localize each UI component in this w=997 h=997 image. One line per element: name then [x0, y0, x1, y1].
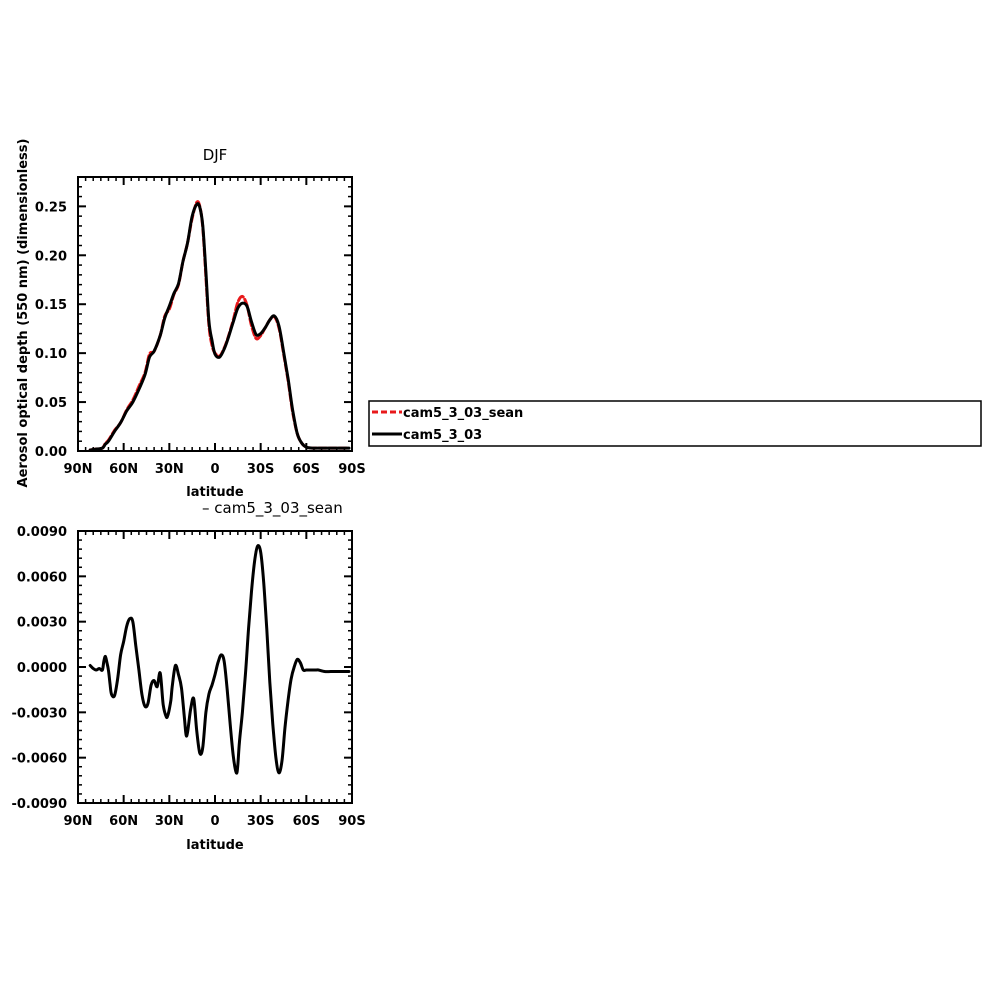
top-x-tick-label: 60S: [293, 462, 320, 477]
bottom-x-tick-label: 90S: [338, 814, 365, 829]
bottom-x-tick-label: 90N: [64, 814, 93, 829]
bottom-y-tick-label: -0.0030: [11, 706, 67, 721]
bottom-series-group: [88, 544, 351, 775]
top-y-tick-label: 0.15: [35, 298, 67, 313]
bottom-series-line-0: [88, 544, 351, 775]
top-y-tick-label: 0.20: [35, 249, 67, 264]
top-y-tick-label: 0.25: [35, 200, 67, 215]
top-x-tick-label: 30N: [155, 462, 184, 477]
top-x-tick-label: 90N: [64, 462, 93, 477]
top-axes: 90N 60N 30N 0 30S 60S 90S 0.00 0.05 0.10 0.15 0.20 0…: [35, 176, 366, 477]
top-series-group: [88, 200, 351, 452]
top-panel: DJF Aerosol optical depth (550 nm) (dime…: [16, 139, 366, 500]
top-panel-title: DJF: [203, 146, 228, 164]
top-x-tick-label: 0: [210, 462, 219, 477]
top-x-tick-label: 90S: [338, 462, 365, 477]
top-y-tick-label: 0.05: [35, 396, 67, 411]
bottom-x-tick-label: 30N: [155, 814, 184, 829]
bottom-y-tick-label: 0.0030: [17, 616, 67, 631]
top-panel-xlabel: latitude: [186, 485, 244, 500]
top-y-tick-label: 0.00: [35, 445, 67, 460]
bottom-x-tick-label: 0: [210, 814, 219, 829]
bottom-x-tick-label: 60S: [293, 814, 320, 829]
bottom-y-tick-label: 0.0090: [17, 525, 67, 540]
legend: cam5_3_03_sean cam5_3_03: [368, 400, 982, 447]
top-panel-ylabel: Aerosol optical depth (550 nm) (dimensio…: [16, 139, 31, 488]
bottom-y-tick-label: 0.0060: [17, 570, 67, 585]
bottom-plot-frame: [77, 530, 353, 804]
bottom-y-tick-label: -0.0090: [11, 797, 67, 812]
legend-frame: [368, 400, 982, 447]
top-plot-frame: [77, 176, 353, 452]
top-y-tick-label: 0.10: [35, 347, 67, 362]
bottom-y-tick-label: 0.0000: [17, 661, 67, 676]
bottom-y-tick-label: -0.0060: [11, 752, 67, 767]
bottom-x-tick-label: 30S: [247, 814, 274, 829]
top-x-tick-label: 60N: [109, 462, 138, 477]
bottom-panel-xlabel: latitude: [186, 838, 244, 853]
bottom-panel: – cam5_3_03_sean latitude 90N 60N 30N 0 30S 6…: [11, 499, 365, 853]
top-series-line-1: [88, 202, 351, 452]
bottom-axes: 90N 60N 30N 0 30S 60S 90S -0.0090 -0.0060 -0.0030…: [11, 525, 365, 829]
top-series-line-0: [88, 200, 351, 452]
legend-label-sean: cam5_3_03_sean: [403, 406, 523, 421]
bottom-panel-title: – cam5_3_03_sean: [202, 499, 343, 518]
legend-label-base: cam5_3_03: [403, 428, 482, 443]
top-x-tick-label: 30S: [247, 462, 274, 477]
bottom-x-tick-label: 60N: [109, 814, 138, 829]
